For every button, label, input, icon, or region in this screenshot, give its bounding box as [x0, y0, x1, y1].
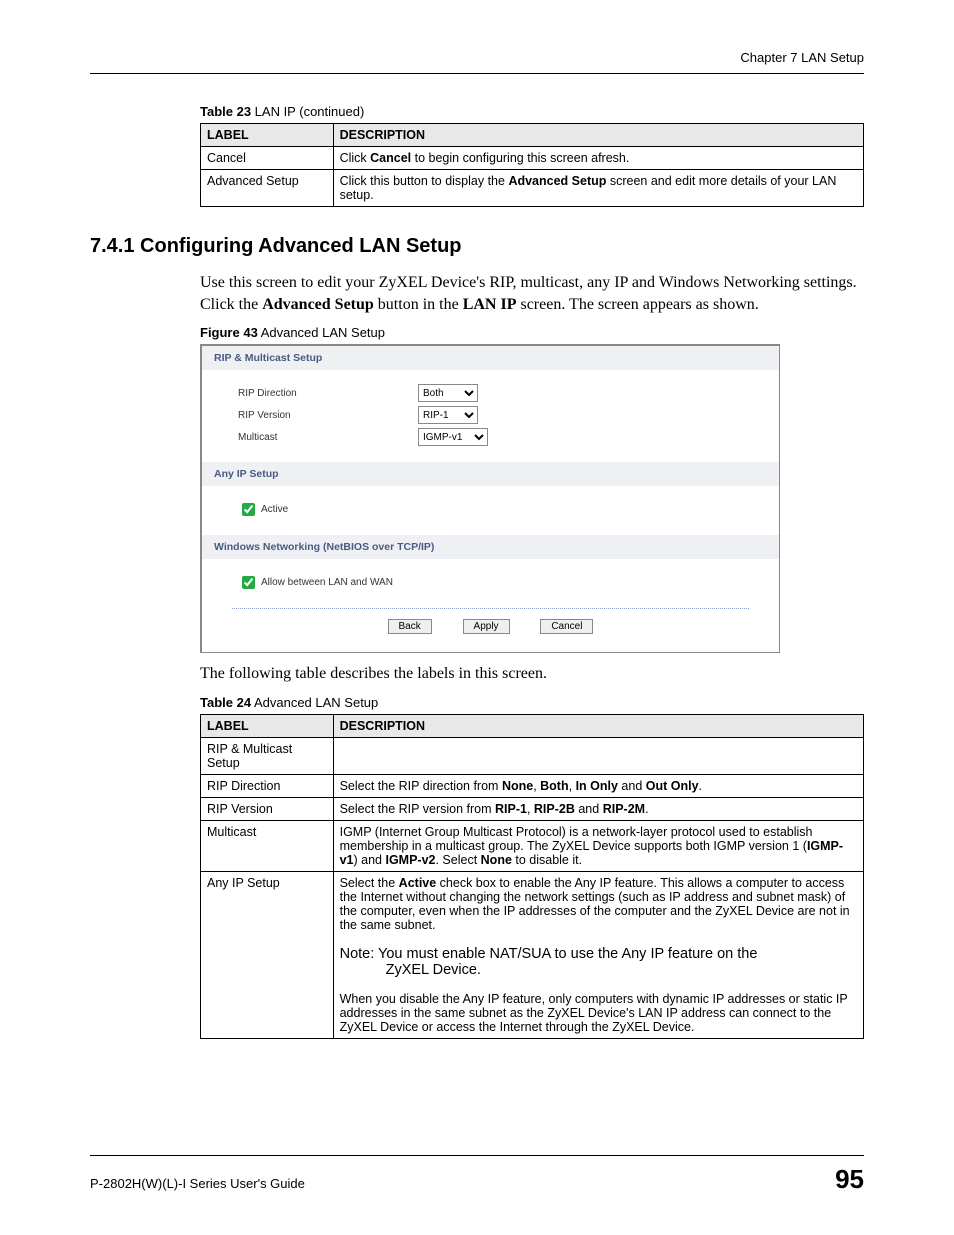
footer-page-number: 95	[835, 1164, 864, 1195]
table23-r2-desc: Click this button to display the Advance…	[333, 170, 863, 207]
table-row: Multicast IGMP (Internet Group Multicast…	[201, 820, 864, 871]
table23: LABEL DESCRIPTION Cancel Click Cancel to…	[200, 123, 864, 207]
t24-r4-label: Multicast	[201, 820, 334, 871]
table24-header-desc: DESCRIPTION	[333, 714, 863, 737]
section-para1: Use this screen to edit your ZyXEL Devic…	[200, 272, 864, 315]
allow-lan-wan-label: Allow between LAN and WAN	[261, 577, 393, 588]
t24-r3-label: RIP Version	[201, 797, 334, 820]
table-row: Cancel Click Cancel to begin configuring…	[201, 147, 864, 170]
table23-caption: Table 23 LAN IP (continued)	[200, 104, 864, 119]
table23-r2-label: Advanced Setup	[201, 170, 334, 207]
figure43: RIP & Multicast Setup RIP Direction Both…	[200, 344, 780, 653]
table24-caption-num: Table 24	[200, 695, 251, 710]
page-footer: P-2802H(W)(L)-I Series User's Guide 95	[90, 1155, 864, 1195]
rip-direction-label: RIP Direction	[238, 388, 418, 399]
rip-direction-select[interactable]: Both	[418, 384, 478, 402]
table24-caption: Table 24 Advanced LAN Setup	[200, 695, 864, 710]
any-ip-para2: When you disable the Any IP feature, onl…	[340, 992, 857, 1034]
multicast-label: Multicast	[238, 432, 418, 443]
t24-r4-desc: IGMP (Internet Group Multicast Protocol)…	[333, 820, 863, 871]
active-label: Active	[261, 504, 288, 515]
t24-r2-desc: Select the RIP direction from None, Both…	[333, 774, 863, 797]
t24-r1-label: RIP & Multicast Setup	[201, 737, 334, 774]
table23-r1-label: Cancel	[201, 147, 334, 170]
any-ip-note-line2: ZyXEL Device.	[340, 962, 857, 978]
rip-version-label: RIP Version	[238, 410, 418, 421]
table-row: Advanced Setup Click this button to disp…	[201, 170, 864, 207]
t24-r5-label: Any IP Setup	[201, 871, 334, 1038]
allow-lan-wan-checkbox[interactable]	[242, 576, 255, 589]
section-heading: 7.4.1 Configuring Advanced LAN Setup	[90, 235, 864, 258]
table23-caption-text: LAN IP (continued)	[251, 104, 364, 119]
table-row: Any IP Setup Select the Active check box…	[201, 871, 864, 1038]
table23-header-label: LABEL	[201, 124, 334, 147]
fig-sec2-title: Any IP Setup	[202, 462, 779, 486]
table-row: RIP Version Select the RIP version from …	[201, 797, 864, 820]
back-button[interactable]: Back	[388, 619, 432, 634]
table24: LABEL DESCRIPTION RIP & Multicast Setup …	[200, 714, 864, 1039]
table-row: RIP Direction Select the RIP direction f…	[201, 774, 864, 797]
fig-sec3-title: Windows Networking (NetBIOS over TCP/IP)	[202, 535, 779, 559]
table23-header-desc: DESCRIPTION	[333, 124, 863, 147]
footer-guide: P-2802H(W)(L)-I Series User's Guide	[90, 1176, 305, 1191]
t24-r5-desc: Select the Active check box to enable th…	[333, 871, 863, 1038]
table23-caption-num: Table 23	[200, 104, 251, 119]
table-row: RIP & Multicast Setup	[201, 737, 864, 774]
active-checkbox[interactable]	[242, 503, 255, 516]
figure43-caption-text: Advanced LAN Setup	[258, 325, 385, 340]
rip-version-select[interactable]: RIP-1	[418, 406, 478, 424]
multicast-select[interactable]: IGMP-v1	[418, 428, 488, 446]
table24-caption-text: Advanced LAN Setup	[251, 695, 378, 710]
t24-r3-desc: Select the RIP version from RIP-1, RIP-2…	[333, 797, 863, 820]
table24-header-label: LABEL	[201, 714, 334, 737]
figure43-caption-num: Figure 43	[200, 325, 258, 340]
section-para2: The following table describes the labels…	[200, 663, 864, 685]
table23-r1-desc: Click Cancel to begin configuring this s…	[333, 147, 863, 170]
any-ip-note-line1: Note: You must enable NAT/SUA to use the…	[340, 946, 758, 962]
fig-sec1-title: RIP & Multicast Setup	[202, 346, 779, 370]
figure43-caption: Figure 43 Advanced LAN Setup	[200, 325, 864, 340]
apply-button[interactable]: Apply	[463, 619, 510, 634]
page-header: Chapter 7 LAN Setup	[90, 50, 864, 74]
cancel-button[interactable]: Cancel	[540, 619, 593, 634]
t24-r2-label: RIP Direction	[201, 774, 334, 797]
